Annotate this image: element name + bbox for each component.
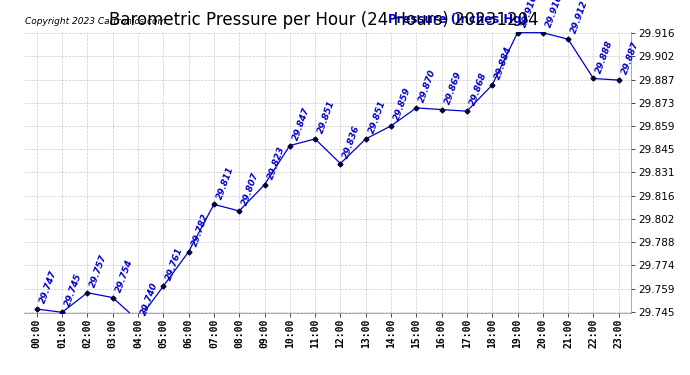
Text: Copyright 2023 Cartronics.com: Copyright 2023 Cartronics.com <box>25 17 166 26</box>
Text: 29.859: 29.859 <box>393 86 413 122</box>
Text: Barometric Pressure per Hour (24 Hours) 20231204: Barometric Pressure per Hour (24 Hours) … <box>110 11 539 29</box>
Text: 29.884: 29.884 <box>493 45 514 81</box>
Text: 29.869: 29.869 <box>443 70 463 105</box>
Text: 29.916: 29.916 <box>544 0 564 28</box>
Text: 29.847: 29.847 <box>291 106 311 141</box>
Text: 29.757: 29.757 <box>89 253 109 288</box>
Text: 29.823: 29.823 <box>266 145 286 181</box>
Text: 29.747: 29.747 <box>38 269 59 305</box>
Text: 29.811: 29.811 <box>215 165 235 200</box>
Text: 29.745: 29.745 <box>63 273 83 308</box>
Text: 29.740: 29.740 <box>139 281 159 316</box>
Text: 29.868: 29.868 <box>469 71 489 107</box>
Text: 29.851: 29.851 <box>317 99 337 135</box>
Text: Pressure (Inches Hg): Pressure (Inches Hg) <box>388 13 527 26</box>
Text: 29.807: 29.807 <box>241 171 261 207</box>
Text: 29.761: 29.761 <box>165 246 185 282</box>
Text: 29.887: 29.887 <box>620 40 640 76</box>
Text: 29.782: 29.782 <box>190 212 210 248</box>
Text: 29.836: 29.836 <box>342 124 362 159</box>
Text: 29.888: 29.888 <box>595 39 615 74</box>
Text: 29.754: 29.754 <box>114 258 135 293</box>
Text: 29.912: 29.912 <box>569 0 590 35</box>
Text: 29.870: 29.870 <box>417 68 438 104</box>
Text: 29.916: 29.916 <box>519 0 539 28</box>
Text: 29.851: 29.851 <box>367 99 387 135</box>
